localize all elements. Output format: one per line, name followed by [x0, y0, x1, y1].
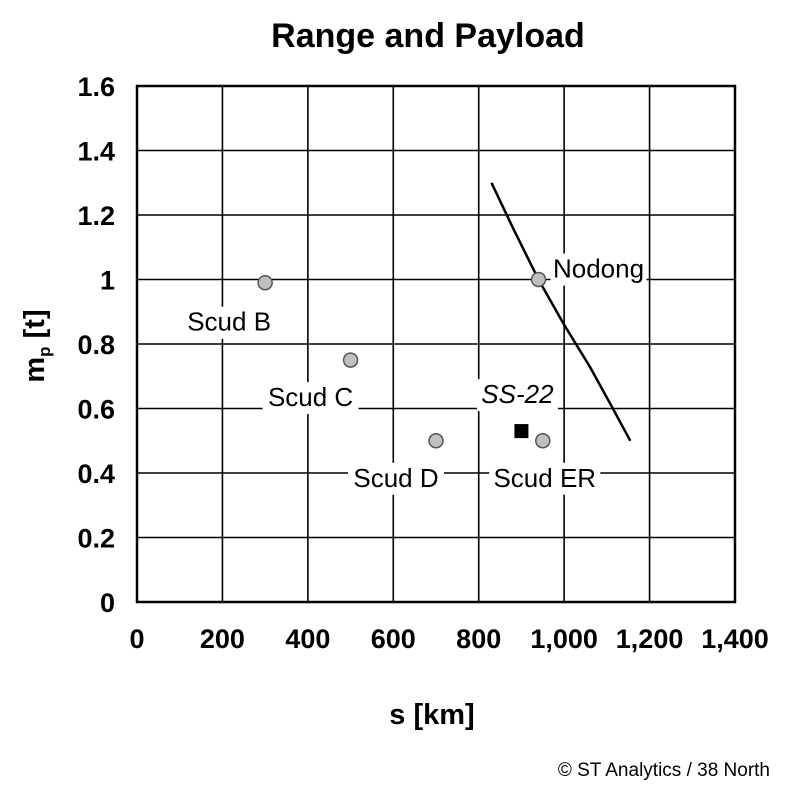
- y-tick-label: 0.4: [77, 459, 115, 489]
- x-tick-label: 200: [200, 624, 245, 654]
- point-label-bg: [550, 253, 647, 286]
- x-tick-label: 1,400: [701, 624, 769, 654]
- y-tick-label: 1.2: [77, 201, 115, 231]
- x-tick-label: 800: [456, 624, 501, 654]
- y-tick-label: 1: [100, 266, 115, 296]
- ss22-marker: [514, 424, 529, 439]
- point-label-bg: [348, 462, 444, 495]
- point-label: Scud D: [353, 463, 438, 493]
- nodong-curve-layer: [490, 182, 632, 442]
- x-tick-label: 1,200: [616, 624, 684, 654]
- point-label-bg: [489, 462, 601, 495]
- y-tick-label: 0: [100, 588, 115, 618]
- point-label-bg: [262, 382, 359, 415]
- y-tick-label: 1.6: [77, 72, 115, 102]
- x-axis-ticks: 0 200 400 600 800 1,000 1,200 1,400: [129, 624, 768, 654]
- plot-area-border: [135, 84, 737, 604]
- y-tick-label: 1.4: [77, 137, 115, 167]
- point-label-bg: [181, 306, 278, 339]
- y-axis-label-main: m: [19, 357, 51, 383]
- y-axis-label-rest: [t]: [19, 309, 51, 346]
- data-points: Scud B Scud C Scud D Scud ER Nodong SS-22: [181, 253, 647, 495]
- point-marker: [257, 274, 273, 291]
- y-tick-label: 0.2: [77, 524, 115, 554]
- x-tick-label: 0: [129, 624, 144, 654]
- point-label: Scud C: [268, 382, 353, 412]
- point-label: Nodong: [553, 254, 644, 284]
- y-tick-label: 0.6: [77, 395, 115, 425]
- point-marker: [342, 352, 359, 368]
- point-marker: [535, 433, 551, 449]
- point-label-bg: [476, 379, 558, 412]
- y-axis-ticks: 0 0.2 0.4 0.6 0.8 1 1.2 1.4 1.6: [77, 72, 115, 618]
- y-axis-label: mp [t]: [19, 309, 54, 382]
- point-marker: [530, 271, 547, 288]
- y-axis-label-sub: p: [35, 346, 54, 356]
- x-tick-label: 400: [285, 624, 330, 654]
- point-label: SS-22: [481, 379, 554, 409]
- x-tick-label: 1,000: [530, 624, 598, 654]
- gridlines: [135, 84, 737, 604]
- point-label: Scud ER: [493, 463, 596, 493]
- chart-title: Range and Payload: [271, 17, 585, 55]
- nodong-curve: [490, 182, 632, 442]
- point-marker: [428, 433, 444, 449]
- y-tick-label: 0.8: [77, 330, 115, 360]
- copyright-credit: © ST Analytics / 38 North: [558, 760, 770, 781]
- x-tick-label: 600: [371, 624, 416, 654]
- point-label: Scud B: [187, 307, 271, 337]
- x-axis-label: s [km]: [389, 699, 474, 731]
